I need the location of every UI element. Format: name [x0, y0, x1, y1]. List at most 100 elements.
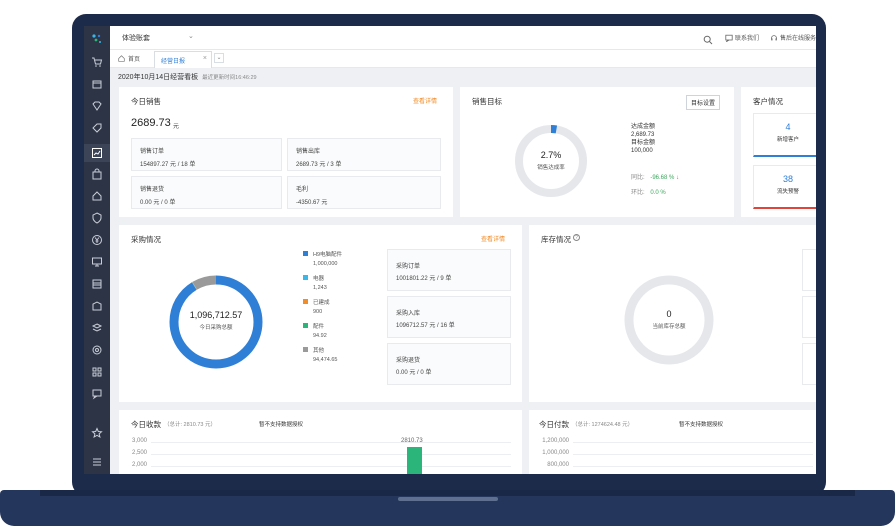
- target-donut-center: 2.7% 销售达成率: [513, 150, 589, 171]
- kpi-gross-profit[interactable]: 毛利 -4350.67 元: [287, 176, 441, 209]
- card-title: 今日付款: [539, 420, 569, 429]
- grid-line: [151, 442, 511, 443]
- kpi-purchase-inbound[interactable]: 采购入库 1096712.57 元 / 16 单: [387, 296, 511, 338]
- ticket-icon[interactable]: [91, 278, 103, 290]
- yoy-row: 同比: -96.68 % ↓: [631, 172, 679, 181]
- axis-tick-label: 2,000: [131, 462, 147, 468]
- tab-more-chevron-icon[interactable]: ⌄: [214, 53, 224, 63]
- kpi-value: 2689.73 元 / 3 单: [296, 162, 342, 168]
- contact-button[interactable]: 联系我们: [725, 33, 759, 42]
- cart-icon[interactable]: [91, 56, 103, 68]
- search-icon[interactable]: [703, 32, 713, 45]
- kpi-purchase-order[interactable]: 采购订单 1001801.22 元 / 9 单: [387, 249, 511, 291]
- receipts-total-note: （总计: 2810.73 元）: [164, 422, 216, 428]
- kpi-purchase-return[interactable]: 采购退货 0.00 元 / 0 单: [387, 343, 511, 385]
- payments-auth-note: 暂不支持数据授权: [679, 422, 724, 428]
- laptop-base-shade: [40, 490, 855, 496]
- axis-tick-label: 1,000,000: [542, 450, 569, 456]
- view-details-link[interactable]: 查看详情: [481, 237, 506, 243]
- axis-tick-label: 1,200,000: [542, 438, 569, 444]
- tab-home[interactable]: 首页: [118, 54, 140, 63]
- help-icon[interactable]: ?: [573, 234, 580, 241]
- legend-value: 900: [313, 309, 323, 315]
- legend-swatch: [303, 275, 308, 280]
- kpi-sales-outbound[interactable]: 销售出库 2689.73 元 / 3 单: [287, 138, 441, 171]
- target-donut: [515, 125, 587, 197]
- inventory-side-tile[interactable]: [802, 343, 816, 385]
- legend-name: 其他: [313, 348, 325, 354]
- service-button[interactable]: 售后在线服务: [770, 33, 816, 42]
- settings-icon[interactable]: [91, 344, 103, 356]
- yoy-label: 同比:: [631, 175, 645, 181]
- bag-icon[interactable]: [91, 168, 103, 180]
- purchase-slice[interactable]: [169, 275, 263, 369]
- purchase-total-label: 今日采购总额: [199, 325, 233, 331]
- page-title: 2020年10月14日经营看板 最近更新时间16:46:29: [118, 72, 257, 82]
- churn-warning-tile[interactable]: 38 流失预警: [753, 165, 816, 209]
- customers-card: 客户情况 4 新增客户 38 流失预警: [741, 87, 816, 217]
- mom-row: 环比: 0.0 %: [631, 187, 666, 196]
- inventory-side-tile[interactable]: [802, 249, 816, 291]
- inventory-value: 0: [666, 309, 672, 319]
- legend-swatch: [303, 251, 308, 256]
- kpi-value: 0.00 元 / 0 单: [140, 200, 176, 206]
- target-value: 100,000: [631, 148, 653, 154]
- target-label: 目标金额: [631, 140, 656, 146]
- tab-home-label: 首页: [128, 57, 141, 63]
- mom-value: 0.0 %: [650, 190, 666, 196]
- last-updated: 最近更新时间16:46:29: [202, 75, 257, 81]
- view-details-link[interactable]: 查看详情: [413, 99, 438, 105]
- chevron-down-icon[interactable]: ⌄: [188, 33, 194, 40]
- layers-icon[interactable]: [91, 322, 103, 334]
- grid-line: [573, 442, 813, 443]
- tab-daily-report[interactable]: 经营日报 ×: [154, 51, 212, 68]
- house-icon[interactable]: [91, 190, 103, 202]
- card-title: 客户情况: [753, 97, 783, 106]
- contact-label: 联系我们: [735, 36, 760, 42]
- receipts-bar[interactable]: [407, 446, 422, 474]
- payments-chart: 1,200,000 1,000,000 800,000: [529, 438, 816, 474]
- shield-icon[interactable]: [91, 212, 103, 224]
- kpi-value: 0.00 元 / 0 单: [396, 370, 432, 376]
- legend-value: 1,243: [313, 285, 327, 291]
- chart-icon[interactable]: [91, 147, 103, 159]
- kpi-sales-order[interactable]: 销售订单 154897.27 元 / 18 单: [131, 138, 282, 171]
- new-customers-tile[interactable]: 4 新增客户: [753, 113, 816, 157]
- sales-amount: 2689.73: [131, 117, 171, 129]
- target-settings-button[interactable]: 目标设置: [686, 95, 721, 110]
- kpi-value: 154897.27 元 / 18 单: [140, 162, 196, 168]
- menu-collapse-icon[interactable]: [91, 456, 103, 468]
- legend-name: 电器: [313, 276, 325, 282]
- kpi-sales-return[interactable]: 销售退货 0.00 元 / 0 单: [131, 176, 282, 209]
- store-icon[interactable]: [91, 78, 103, 90]
- inventory-donut: [624, 275, 714, 365]
- message-icon[interactable]: [91, 388, 103, 400]
- kpi-label: 毛利: [296, 187, 309, 193]
- tag-icon[interactable]: [91, 122, 103, 134]
- apps-icon[interactable]: [91, 366, 103, 378]
- org-selector[interactable]: 体验账套: [122, 35, 150, 42]
- target-donut-progress: [515, 125, 587, 197]
- laptop-base: [0, 490, 895, 526]
- card-title: 今日销售: [131, 97, 161, 106]
- inventory-card: 库存情况 ? 0 当前库存总额: [529, 225, 816, 402]
- diamond-icon[interactable]: [91, 100, 103, 112]
- star-icon[interactable]: [91, 427, 103, 439]
- purchase-donut: [169, 275, 263, 369]
- sales-target-card: 销售目标 目标设置 2.7% 销售达成率 达成金额 2,689.73 目标金额 …: [460, 87, 734, 217]
- inventory-side-tile[interactable]: [802, 296, 816, 338]
- kpi-label: 采购入库: [396, 311, 421, 317]
- service-label: 售后在线服务: [780, 36, 816, 42]
- home-icon: [118, 55, 125, 62]
- legend-swatch: [303, 323, 308, 328]
- purchase-legend: H9电脑配件 1,000,000 电器 1,243 已建成 900 配件 94.92 其他 94,…: [303, 250, 383, 375]
- monitor-icon[interactable]: [91, 256, 103, 268]
- close-icon[interactable]: ×: [202, 55, 207, 62]
- legend-swatch: [303, 299, 308, 304]
- purchase-total: 1,096,712.57: [189, 310, 243, 320]
- tab-daily-report-label: 经营日报: [161, 59, 186, 65]
- card-title: 销售目标: [472, 97, 502, 106]
- building-icon[interactable]: [91, 300, 103, 312]
- yen-icon[interactable]: [91, 234, 103, 246]
- achieved-label: 达成金额: [631, 124, 656, 130]
